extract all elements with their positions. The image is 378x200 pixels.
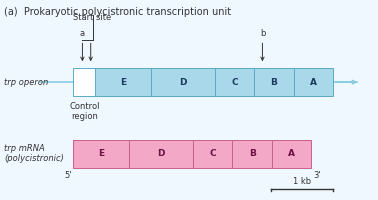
Text: Start site: Start site <box>73 13 112 22</box>
Text: E: E <box>98 149 104 158</box>
Text: 3': 3' <box>313 171 321 180</box>
Text: B: B <box>249 149 256 158</box>
Bar <box>232 140 272 168</box>
Text: Control
region: Control region <box>69 102 99 121</box>
Bar <box>73 140 129 168</box>
Text: 1 kb: 1 kb <box>293 177 311 186</box>
Text: C: C <box>231 78 238 87</box>
Bar <box>73 68 95 96</box>
Text: C: C <box>209 149 216 158</box>
Text: D: D <box>157 149 165 158</box>
Text: a: a <box>80 29 85 38</box>
Bar <box>129 140 193 168</box>
Text: b: b <box>260 29 265 38</box>
Bar <box>272 140 311 168</box>
Text: trp operon: trp operon <box>5 78 49 87</box>
Text: A: A <box>288 149 295 158</box>
Bar <box>254 68 294 96</box>
Text: 5': 5' <box>64 171 71 180</box>
Text: A: A <box>310 78 317 87</box>
Bar <box>95 68 151 96</box>
Text: trp mRNA
(polycistronic): trp mRNA (polycistronic) <box>5 144 64 163</box>
Text: E: E <box>120 78 126 87</box>
Bar <box>193 140 232 168</box>
Text: B: B <box>271 78 277 87</box>
Text: D: D <box>179 78 186 87</box>
Bar <box>294 68 333 96</box>
Bar <box>151 68 215 96</box>
Text: (a)  Prokaryotic polycistronic transcription unit: (a) Prokaryotic polycistronic transcript… <box>5 7 232 17</box>
Bar <box>215 68 254 96</box>
